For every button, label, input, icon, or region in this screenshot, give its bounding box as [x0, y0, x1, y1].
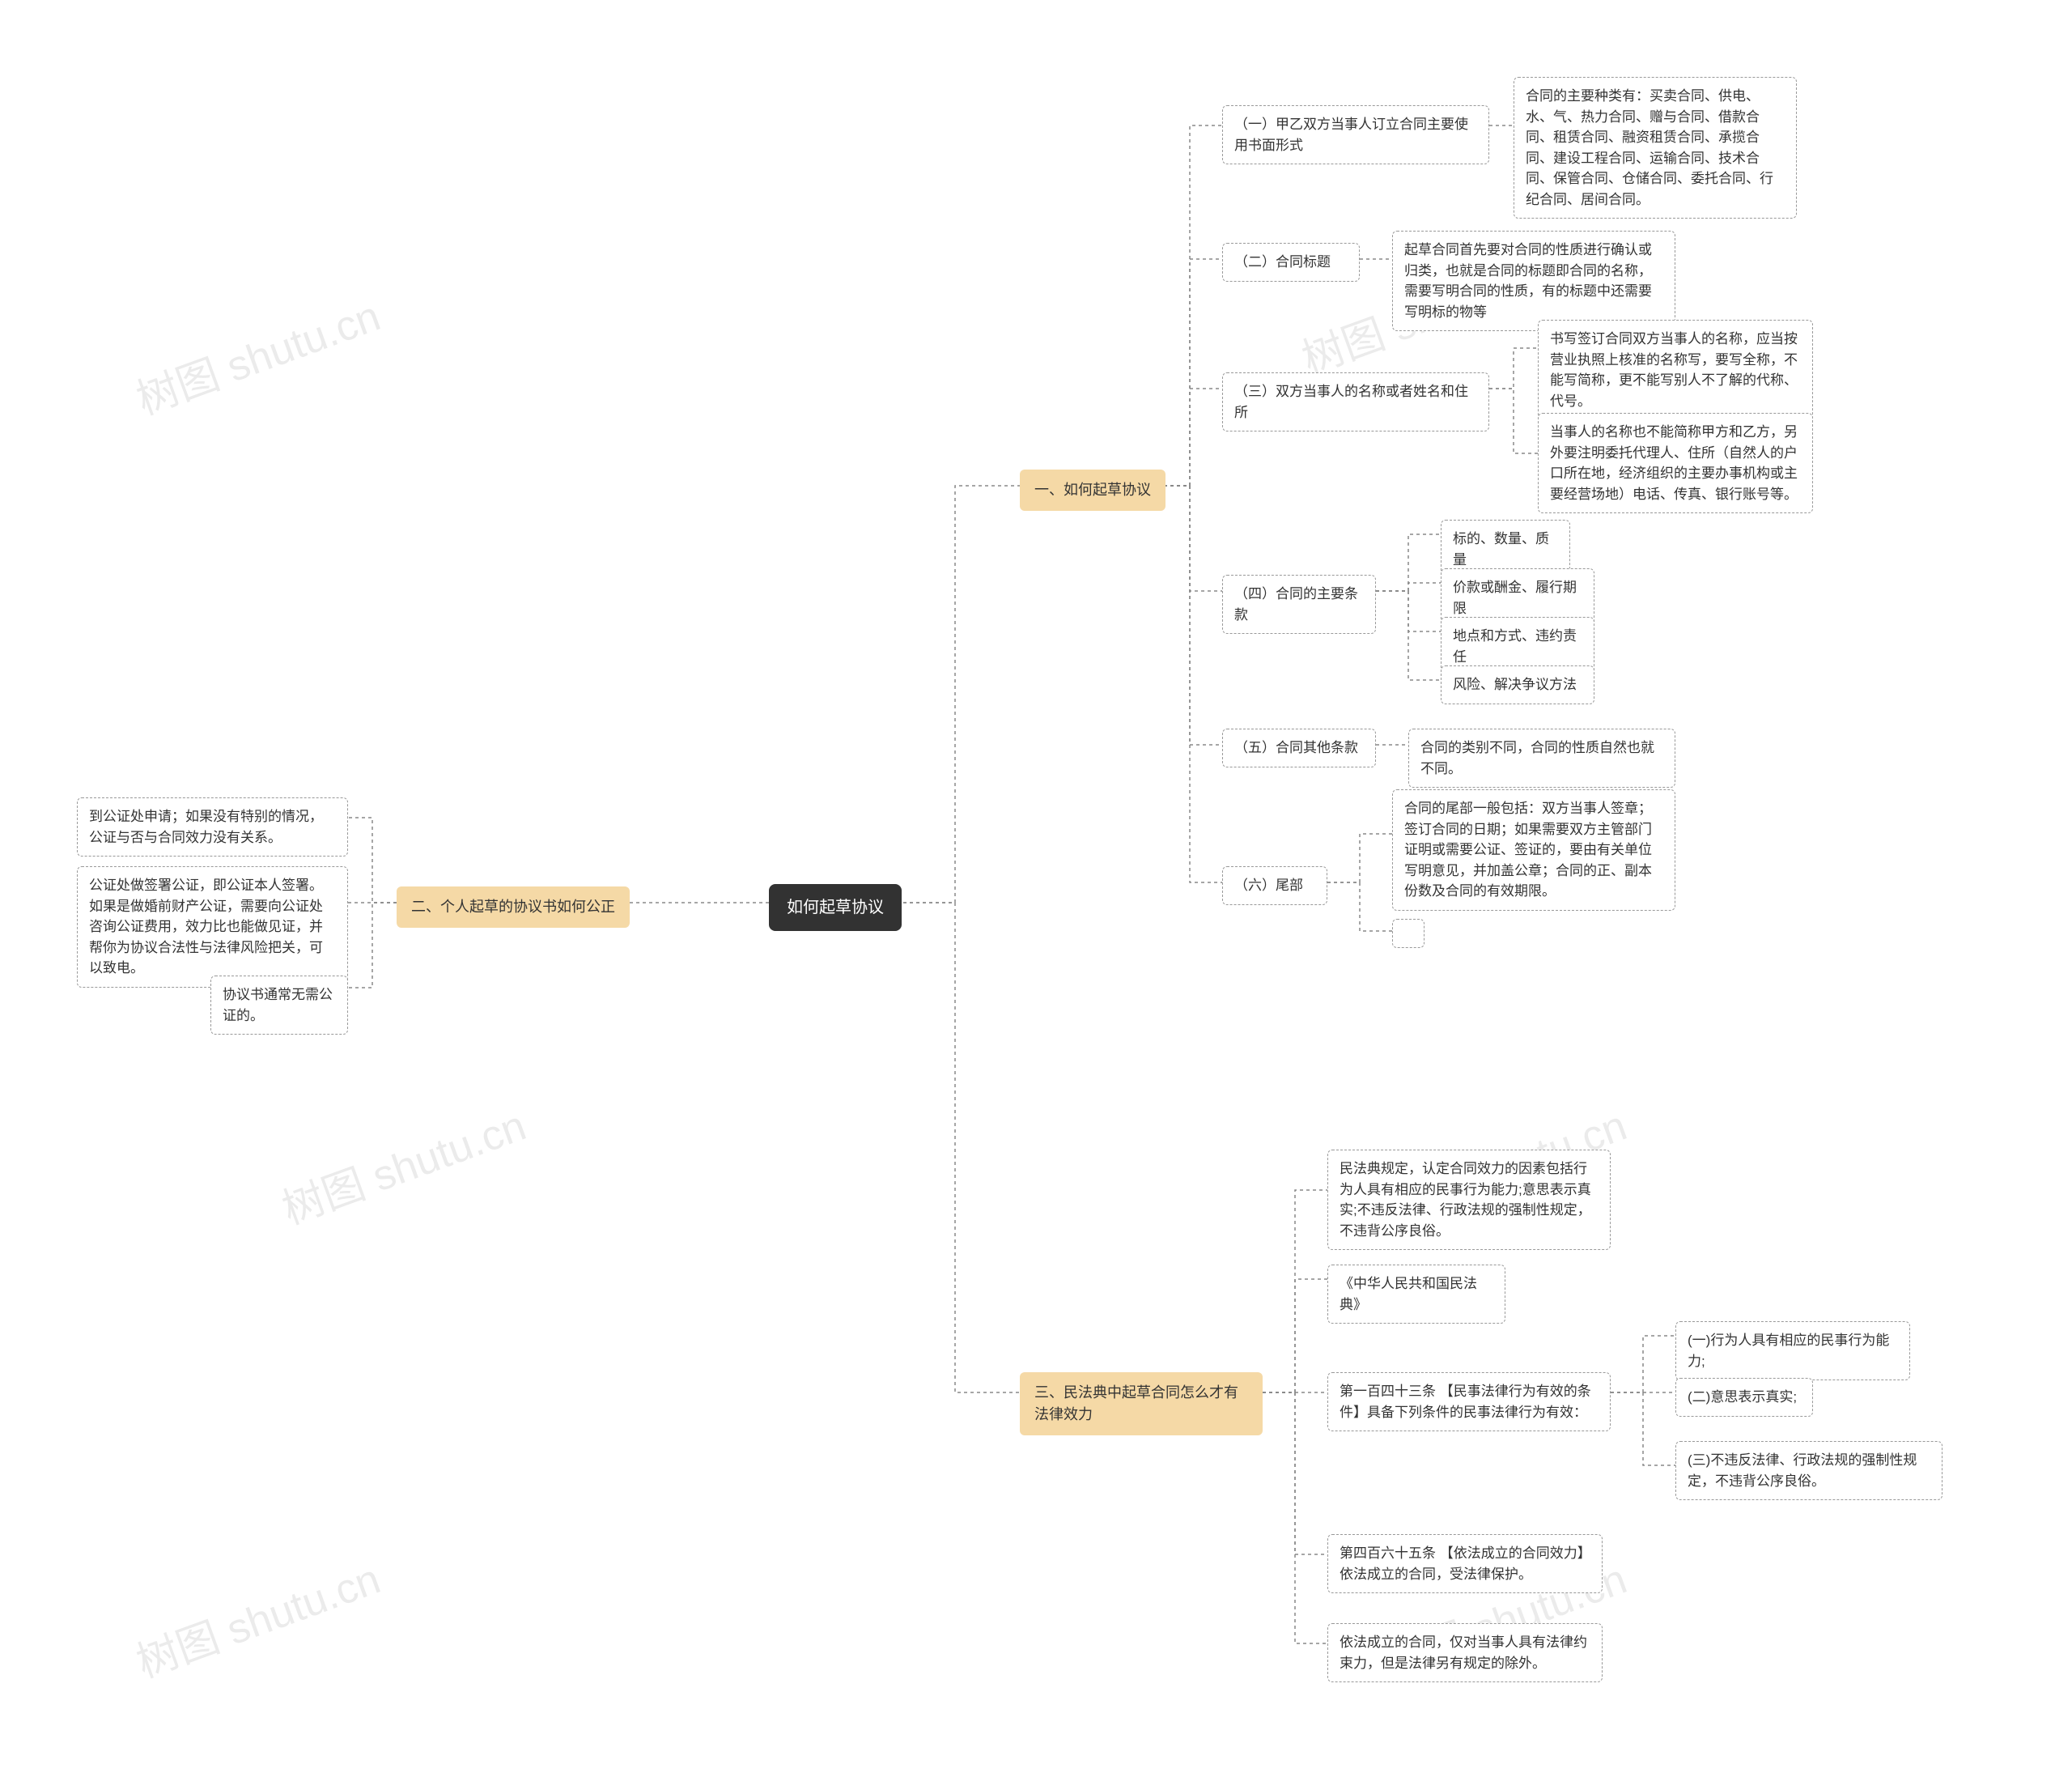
- b3-c4[interactable]: 第四百六十五条 【依法成立的合同效力】依法成立的合同，受法律保护。: [1327, 1534, 1603, 1593]
- root-node[interactable]: 如何起草协议: [769, 884, 902, 931]
- b3-c3[interactable]: 第一百四十三条 【民事法律行为有效的条件】具备下列条件的民事法律行为有效：: [1327, 1372, 1611, 1431]
- b1-c5-d1[interactable]: 合同的类别不同，合同的性质自然也就不同。: [1408, 729, 1675, 788]
- branch-2-item-3[interactable]: 协议书通常无需公证的。: [210, 976, 348, 1035]
- b1-c1[interactable]: （一）甲乙双方当事人订立合同主要使用书面形式: [1222, 105, 1489, 164]
- b3-c3-d3[interactable]: (三)不违反法律、行政法规的强制性规定，不违背公序良俗。: [1675, 1441, 1942, 1500]
- b1-c5[interactable]: （五）合同其他条款: [1222, 729, 1376, 767]
- b1-c4[interactable]: （四）合同的主要条款: [1222, 575, 1376, 634]
- watermark: 树图 shutu.cn: [127, 1545, 388, 1689]
- branch-2[interactable]: 二、个人起草的协议书如何公正: [397, 886, 630, 928]
- b1-c4-d4[interactable]: 风险、解决争议方法: [1441, 665, 1594, 704]
- b1-c6[interactable]: （六）尾部: [1222, 866, 1327, 905]
- b1-c3-d2[interactable]: 当事人的名称也不能简称甲方和乙方，另外要注明委托代理人、住所（自然人的户口所在地…: [1538, 413, 1813, 513]
- b1-c2[interactable]: （二）合同标题: [1222, 243, 1360, 282]
- branch-1[interactable]: 一、如何起草协议: [1020, 470, 1166, 511]
- b3-c5[interactable]: 依法成立的合同，仅对当事人具有法律约束力，但是法律另有规定的除外。: [1327, 1623, 1603, 1682]
- b1-c6-d1[interactable]: 合同的尾部一般包括：双方当事人签章；签订合同的日期；如果需要双方主管部门证明或需…: [1392, 789, 1675, 911]
- b1-c3-d1[interactable]: 书写签订合同双方当事人的名称，应当按营业执照上核准的名称写，要写全称，不能写简称…: [1538, 320, 1813, 420]
- b3-c1[interactable]: 民法典规定，认定合同效力的因素包括行为人具有相应的民事行为能力;意思表示真实;不…: [1327, 1150, 1611, 1250]
- b1-c1-d1[interactable]: 合同的主要种类有：买卖合同、供电、水、气、热力合同、赠与合同、借款合同、租赁合同…: [1514, 77, 1797, 219]
- watermark: 树图 shutu.cn: [273, 1091, 533, 1235]
- b1-c6-d2[interactable]: [1392, 919, 1424, 948]
- b3-c3-d1[interactable]: (一)行为人具有相应的民事行为能力;: [1675, 1321, 1910, 1380]
- branch-3[interactable]: 三、民法典中起草合同怎么才有法律效力: [1020, 1372, 1263, 1435]
- branch-2-item-1[interactable]: 到公证处申请；如果没有特别的情况，公证与否与合同效力没有关系。: [77, 797, 348, 857]
- b3-c3-d2[interactable]: (二)意思表示真实;: [1675, 1378, 1813, 1417]
- b1-c3[interactable]: （三）双方当事人的名称或者姓名和住所: [1222, 372, 1489, 431]
- b1-c2-d1[interactable]: 起草合同首先要对合同的性质进行确认或归类，也就是合同的标题即合同的名称，需要写明…: [1392, 231, 1675, 331]
- branch-2-item-2[interactable]: 公证处做签署公证，即公证本人签署。如果是做婚前财产公证，需要向公证处咨询公证费用…: [77, 866, 348, 988]
- b3-c2[interactable]: 《中华人民共和国民法典》: [1327, 1265, 1505, 1324]
- watermark: 树图 shutu.cn: [127, 282, 388, 426]
